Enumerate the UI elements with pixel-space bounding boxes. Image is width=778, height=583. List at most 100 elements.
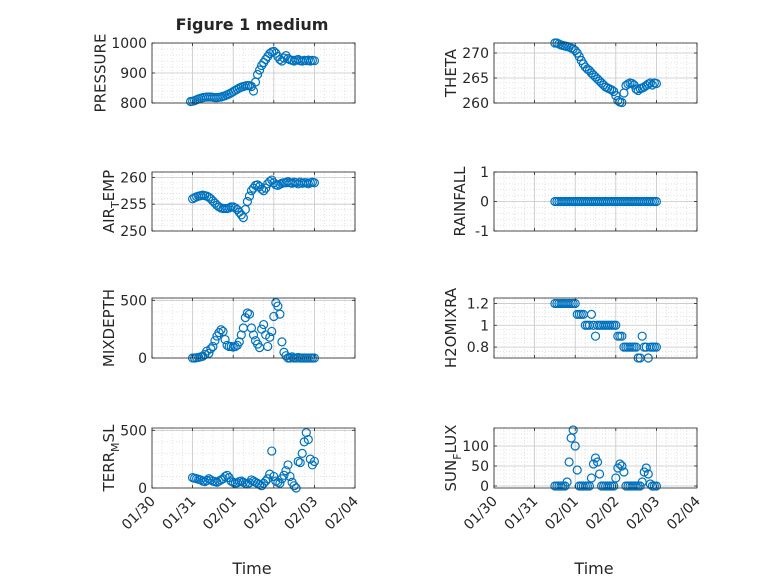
data-point (248, 330, 259, 340)
data-point (246, 323, 257, 333)
data-point (643, 469, 653, 479)
data-point (617, 331, 627, 341)
data-point (586, 309, 597, 319)
data-point (261, 476, 271, 486)
subplot-rainfall: -1 0 1 RAINFALL (451, 165, 698, 240)
data-point (267, 326, 277, 337)
data-point (210, 336, 220, 346)
data-point (619, 467, 629, 477)
y-tick-label: 100 (462, 439, 489, 455)
y-tick-label: 0 (480, 195, 489, 211)
data-point (617, 97, 627, 108)
data-point (275, 309, 285, 319)
data-point (244, 309, 255, 319)
y-tick-label: 270 (462, 46, 489, 62)
y-axis-label: PRESSURE (92, 34, 110, 113)
x-axis-label-left: Time (231, 559, 271, 578)
data-point (257, 184, 267, 194)
data-point (263, 341, 273, 352)
y-tick-label: 265 (462, 71, 489, 87)
data-point (206, 344, 216, 354)
y-tick-label: -1 (475, 224, 489, 240)
y-axis-label: RAINFALL (451, 166, 469, 237)
data-point (220, 471, 230, 482)
data-point (275, 478, 285, 488)
y-tick-label: 1 (480, 165, 489, 181)
axes-box (493, 297, 698, 359)
data-point (611, 90, 621, 101)
y-tick-label: 800 (120, 96, 147, 112)
y-tick-label: 0 (138, 481, 147, 497)
data-point (303, 434, 313, 445)
data-point (564, 457, 574, 467)
axes-box (151, 171, 356, 232)
data-point (244, 191, 255, 201)
data-point (590, 331, 601, 341)
x-tick-label: 02/04 (322, 493, 362, 533)
y-tick-label: 250 (120, 224, 147, 240)
data-point (261, 183, 271, 193)
data-point (592, 457, 603, 467)
data-point (275, 179, 285, 189)
y-tick-label: 255 (120, 197, 147, 213)
data-point (611, 473, 621, 483)
data-point (309, 56, 319, 66)
data-point (242, 196, 253, 207)
axes-box (151, 427, 356, 489)
x-tick-label: 02/03 (623, 494, 663, 534)
data-point (562, 477, 572, 487)
data-point (637, 331, 647, 341)
data-point (259, 319, 269, 330)
data-point (615, 459, 625, 469)
data-point (651, 342, 662, 352)
data-point (259, 186, 269, 196)
data-point (269, 311, 279, 322)
data-point (190, 193, 200, 203)
x-tick-label: 02/01 (542, 494, 582, 534)
data-point (647, 80, 657, 90)
y-axis-label: THETA (442, 48, 460, 98)
data-point (254, 65, 265, 75)
axes-box (493, 42, 698, 104)
data-point (220, 334, 230, 345)
data-point (651, 78, 662, 89)
subplot-h2omixra: 0.8 1 1.2 H2OMIXRA (442, 287, 698, 368)
y-axis-label: MIXDEPTH (100, 289, 118, 367)
data-point (651, 481, 662, 491)
data-point (238, 477, 248, 487)
y-tick-label: 0 (480, 479, 489, 495)
data-point (594, 469, 605, 479)
data-point (279, 53, 289, 63)
data-point (641, 463, 651, 473)
x-tick-label: 02/02 (583, 494, 623, 534)
data-point (289, 481, 299, 491)
data-point (651, 196, 662, 207)
y-tick-label: 1000 (111, 36, 147, 52)
x-tick-label: 01/31 (502, 494, 542, 534)
data-point (252, 69, 263, 80)
x-tick-label: 01/30 (461, 494, 501, 534)
data-point (617, 461, 627, 471)
y-tick-label: 260 (120, 170, 147, 186)
data-point (293, 456, 303, 467)
data-point (303, 179, 313, 189)
data-point (263, 474, 273, 484)
y-tick-label: 1 (480, 318, 489, 334)
data-point (214, 328, 224, 338)
data-point (572, 465, 582, 475)
figure-title: Figure 1 medium (176, 15, 329, 34)
y-tick-label: 500 (120, 293, 147, 309)
y-tick-label: 900 (120, 66, 147, 82)
y-tick-label: 500 (120, 423, 147, 439)
data-point (279, 470, 289, 480)
data-point (265, 332, 275, 342)
y-tick-label: 0 (138, 351, 147, 367)
data-point (267, 446, 277, 456)
data-point (285, 471, 295, 482)
data-point (645, 78, 655, 88)
data-point (234, 337, 244, 347)
